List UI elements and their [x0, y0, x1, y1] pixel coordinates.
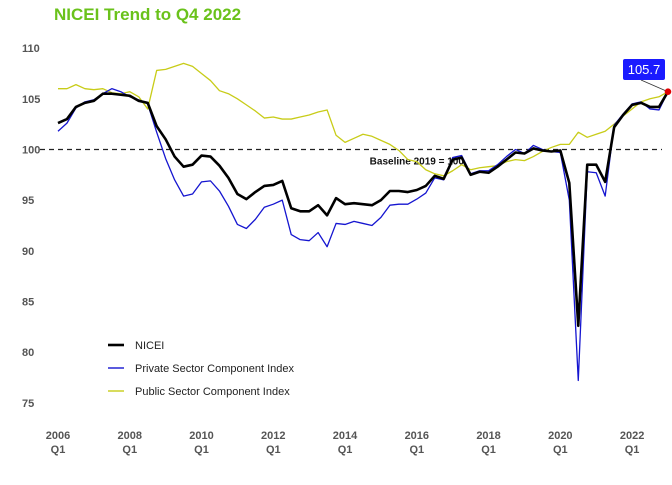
- y-tick-label: 105: [22, 94, 40, 106]
- x-tick-label: 2022: [620, 430, 644, 442]
- x-tick-sublabel: Q1: [194, 444, 209, 456]
- x-tick-label: 2018: [476, 430, 500, 442]
- y-tick-label: 95: [22, 195, 34, 207]
- legend-entry: Public Sector Component Index: [135, 386, 290, 398]
- legend-entry: NICEI: [135, 340, 164, 352]
- legend: NICEI Private Sector Component Index Publi…: [108, 340, 294, 398]
- x-tick-label: 2006: [46, 430, 70, 442]
- y-tick-label: 100: [22, 144, 40, 156]
- x-tick-sublabel: Q1: [553, 444, 568, 456]
- y-tick-label: 85: [22, 296, 34, 308]
- last-value-point: [664, 88, 672, 96]
- series-lines: [57, 62, 670, 382]
- x-tick-label: 2020: [548, 430, 572, 442]
- x-tick-sublabel: Q1: [625, 444, 640, 456]
- x-tick-sublabel: Q1: [51, 444, 66, 456]
- y-tick-label: 90: [22, 246, 34, 258]
- baseline: Baseline 2019 = 100: [40, 148, 662, 167]
- callout-label: 105.7: [628, 62, 661, 77]
- y-axis-ticks: 75 80 85 90 95 100 105 110: [22, 43, 40, 410]
- x-tick-label: 2016: [405, 430, 429, 442]
- y-tick-label: 75: [22, 398, 34, 410]
- y-tick-label: 80: [22, 347, 34, 359]
- x-tick-label: 2010: [189, 430, 213, 442]
- callout-leader: [640, 79, 669, 93]
- callout-box: [623, 59, 665, 80]
- x-tick-label: 2012: [261, 430, 285, 442]
- series-line-1: [57, 88, 669, 382]
- x-tick-sublabel: Q1: [338, 444, 353, 456]
- x-tick-label: 2014: [333, 430, 358, 442]
- series-line-2: [58, 62, 669, 177]
- x-tick-sublabel: Q1: [266, 444, 281, 456]
- x-tick-sublabel: Q1: [409, 444, 424, 456]
- series-line-0: [57, 91, 670, 328]
- callout: 105.7: [623, 59, 672, 96]
- y-tick-label: 110: [22, 43, 40, 55]
- x-axis-ticks: 2006 Q1 2008 Q1 2010 Q1 2012 Q1 2014 Q1 2016 Q1 2018…: [46, 430, 645, 456]
- x-tick-sublabel: Q1: [481, 444, 496, 456]
- chart-title: NICEI Trend to Q4 2022: [54, 5, 241, 24]
- x-tick-sublabel: Q1: [122, 444, 137, 456]
- x-tick-label: 2008: [118, 430, 142, 442]
- legend-entry: Private Sector Component Index: [135, 363, 294, 375]
